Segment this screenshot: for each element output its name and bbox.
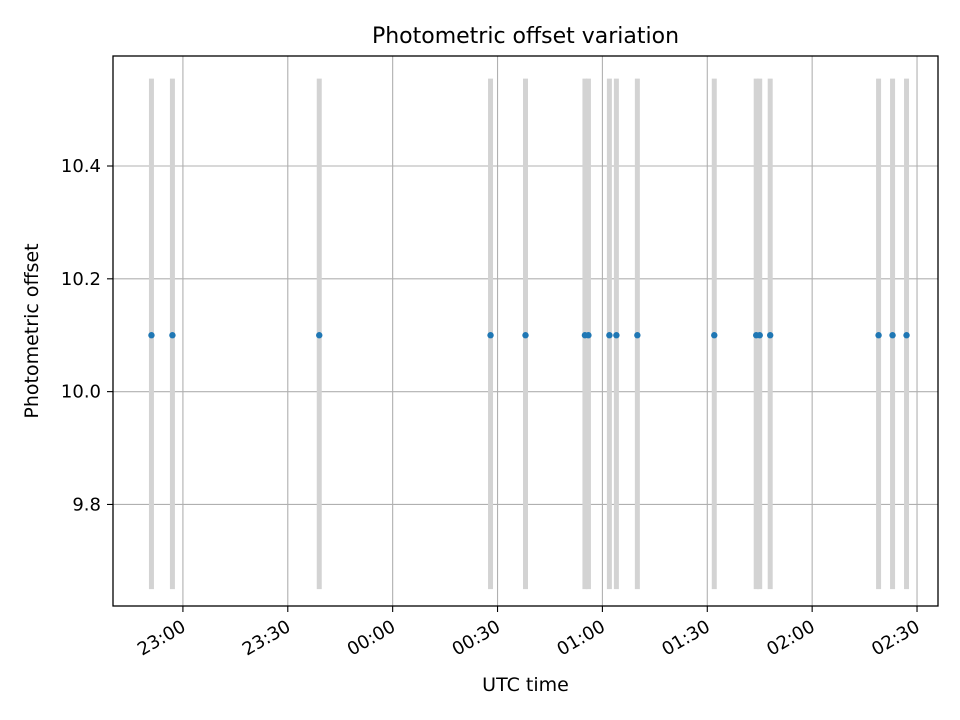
data-point <box>522 332 529 339</box>
x-tick-label: 02:00 <box>763 616 818 660</box>
y-axis-label: Photometric offset <box>21 243 43 418</box>
chart-title: Photometric offset variation <box>372 24 679 49</box>
error-bars <box>148 78 910 590</box>
x-tick-label: 02:30 <box>868 616 923 660</box>
x-tick-label: 01:00 <box>553 616 608 660</box>
data-point <box>148 332 155 339</box>
x-tick-label: 00:00 <box>344 616 399 660</box>
x-tick-label: 01:30 <box>658 616 713 660</box>
y-tick-label: 10.2 <box>61 269 101 290</box>
x-tick-label: 00:30 <box>449 616 504 660</box>
data-point <box>767 332 774 339</box>
y-tick-label: 10.4 <box>61 156 101 177</box>
y-tick-label: 10.0 <box>61 382 101 403</box>
data-point <box>613 332 620 339</box>
data-point <box>169 332 176 339</box>
data-point <box>585 332 592 339</box>
data-point <box>875 332 882 339</box>
x-tick-label: 23:00 <box>134 616 189 660</box>
x-tick-label: 23:30 <box>239 616 294 660</box>
data-point <box>316 332 323 339</box>
plot-area-frame <box>112 55 939 607</box>
data-point <box>711 332 718 339</box>
x-axis-label: UTC time <box>482 674 569 696</box>
data-point <box>903 332 910 339</box>
data-point <box>634 332 641 339</box>
data-point <box>756 332 763 339</box>
data-point <box>606 332 613 339</box>
data-points <box>148 332 910 339</box>
y-tick-label: 9.8 <box>72 494 101 515</box>
data-point <box>889 332 896 339</box>
data-point <box>487 332 494 339</box>
